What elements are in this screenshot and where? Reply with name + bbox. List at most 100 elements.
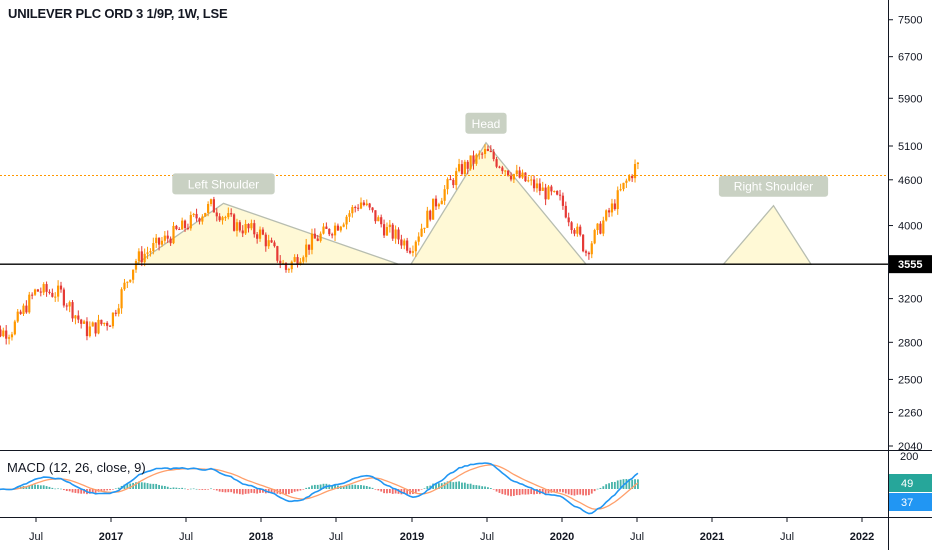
price-tick-label: 2500 (898, 374, 922, 386)
macd-histogram-bar (187, 489, 189, 490)
candle-body (7, 337, 11, 339)
candle-body (567, 217, 570, 223)
macd-histogram-bar (469, 483, 472, 489)
candle-body (368, 203, 371, 208)
candle-body (414, 241, 417, 252)
macd-histogram-bar (386, 489, 388, 494)
candle-body (247, 223, 250, 229)
macd-histogram-bar (587, 489, 590, 496)
macd-histogram-bar (446, 481, 449, 489)
candle-body (504, 170, 507, 172)
candle-body (345, 216, 348, 225)
candle-body (530, 179, 533, 181)
macd-histogram-bar (175, 487, 178, 489)
candle-body (310, 233, 314, 250)
candle-body (178, 229, 181, 231)
candle-body (593, 230, 596, 244)
candle-body (348, 213, 351, 217)
macd-histogram-bar (466, 483, 469, 489)
macd-histogram-bar (354, 484, 357, 489)
candle-body (388, 224, 391, 228)
candle-body (590, 243, 593, 255)
candle-body (544, 187, 547, 200)
price-axis[interactable]: 7500 6700 5900 5100 4600 4000 3555 3200 2800 2500… (888, 15, 932, 511)
macd-value-signal: 37 (901, 497, 913, 509)
time-axis[interactable]: Jul 2017 Jul 2018 Jul 2019 Jul 2020 Jul 2021 Jul 20… (29, 517, 874, 543)
macd-histogram-bar (596, 488, 599, 490)
candle-body (538, 183, 541, 191)
candle-body (16, 311, 19, 322)
macd-histogram-bar (91, 489, 94, 493)
candle-body (446, 179, 449, 190)
candle-body (472, 155, 475, 164)
macd-histogram-bar (218, 489, 221, 492)
candle-body (457, 164, 461, 172)
macd-histogram-bar (562, 489, 564, 493)
macd-histogram-bar (60, 488, 62, 490)
macd-histogram-bar (512, 489, 515, 496)
candle-body (201, 216, 204, 222)
macd-histogram-bar (262, 489, 264, 493)
candle-body (394, 229, 397, 239)
label-text: Head (472, 117, 501, 131)
candle-body (558, 194, 562, 196)
macd-histogram-bar (426, 486, 429, 489)
candle-body (492, 151, 495, 160)
macd-histogram-bar (181, 487, 184, 489)
macd-histogram-bar (394, 489, 397, 494)
macd-histogram-bar (244, 489, 247, 494)
candle-body (207, 203, 210, 213)
candle-body (100, 319, 103, 325)
candle-body (71, 302, 74, 319)
time-tick-label: 2019 (400, 531, 424, 543)
macd-histogram-bar (362, 485, 365, 489)
candle-body (313, 233, 316, 239)
macd-axis-label: 200 (900, 451, 918, 463)
macd-histogram-bar (42, 485, 45, 489)
time-tick-label: 2021 (700, 531, 724, 543)
price-tick-label: 2040 (898, 441, 922, 453)
candle-body (342, 224, 345, 227)
label-text: Left Shoulder (188, 177, 259, 191)
macd-histogram-bar (31, 484, 34, 489)
candle-body (250, 223, 253, 229)
macd-histogram-bar (241, 489, 244, 495)
candle-body (616, 190, 619, 210)
macd-histogram-bar (279, 489, 282, 495)
candle-body (88, 326, 91, 337)
macd-histogram-bar (198, 489, 201, 490)
macd-histogram-bar (112, 489, 114, 490)
macd-histogram-bar (83, 489, 85, 494)
candle-body (5, 330, 8, 339)
macd-histogram-bar (169, 487, 172, 489)
candle-body (273, 242, 276, 247)
macd-histogram-bar (484, 486, 486, 489)
candle-body (204, 212, 207, 217)
macd-histogram-bar (412, 489, 414, 494)
candle-body (631, 175, 634, 179)
candle-body (10, 334, 14, 338)
candle-body (509, 175, 513, 180)
candle-body (195, 213, 198, 219)
macd-histogram-bar (331, 485, 334, 489)
macd-histogram-bar (201, 489, 204, 490)
macd-histogram-bar (135, 482, 137, 489)
macd-histogram-bar (287, 489, 290, 495)
candle-body (123, 282, 126, 290)
candle-body (13, 321, 16, 335)
macd-histogram-bar (487, 487, 489, 489)
candle-body (550, 186, 553, 192)
macd-histogram-bar (305, 487, 308, 489)
macd-histogram-bar (380, 489, 383, 492)
macd-histogram-bar (106, 489, 109, 491)
macd-title: MACD (12, 26, close, 9) (7, 460, 146, 475)
macd-histogram-bar (267, 489, 270, 494)
macd-line (0, 462, 639, 515)
macd-histogram-bar (230, 489, 233, 493)
macd-histogram-bar (498, 489, 501, 493)
macd-histogram-bar (573, 489, 576, 496)
candle-body (166, 235, 169, 239)
macd-histogram-bar (290, 489, 293, 494)
candle-body (547, 186, 550, 200)
